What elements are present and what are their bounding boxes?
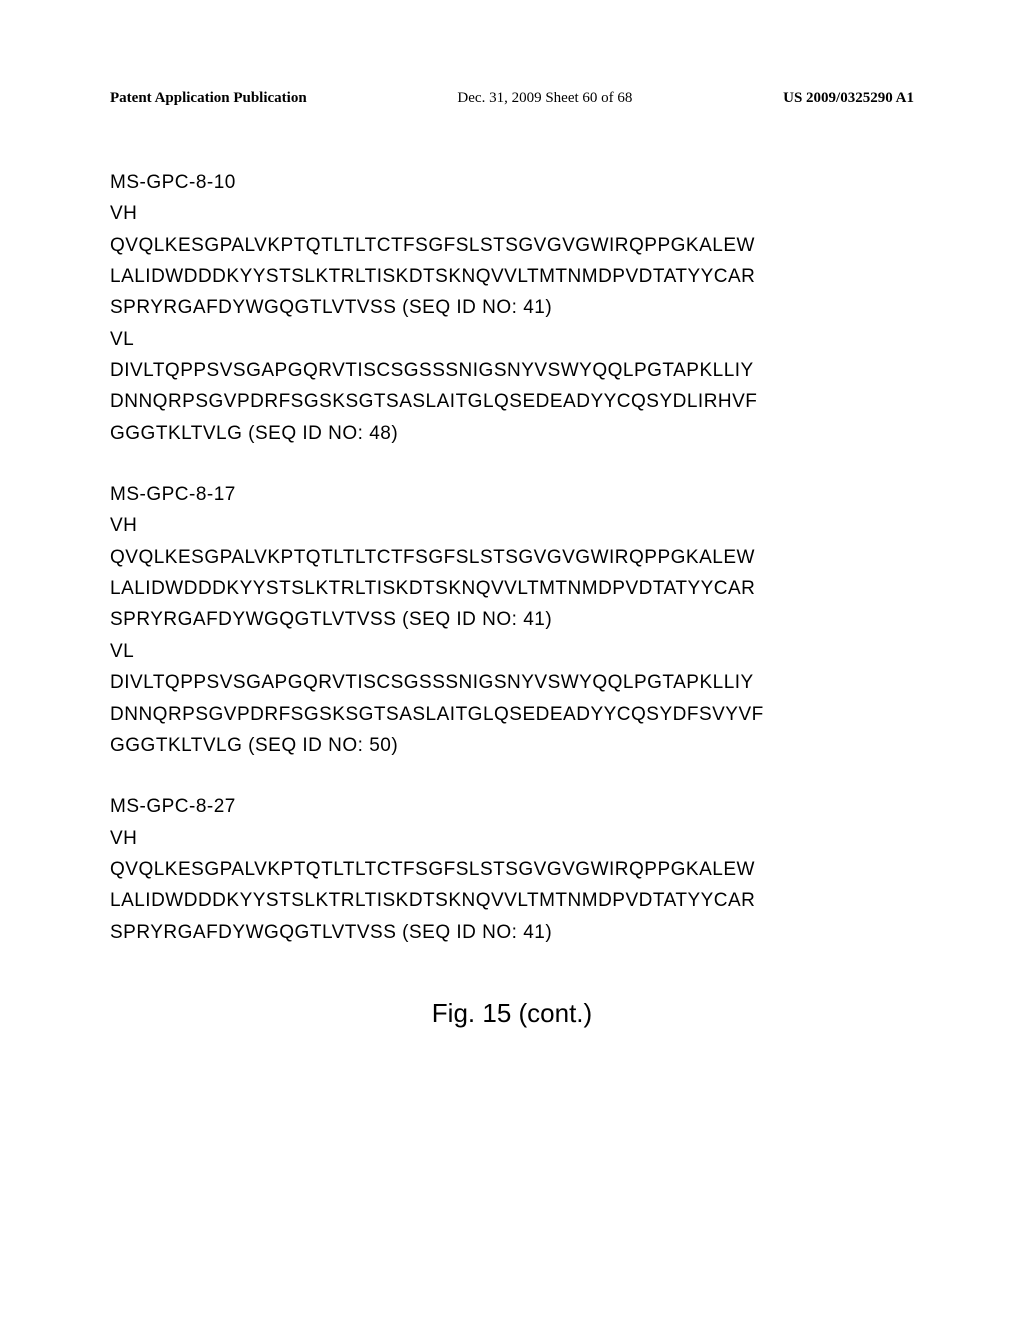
header-date-sheet: Dec. 31, 2009 Sheet 60 of 68: [457, 90, 632, 107]
sequence-line: DIVLTQPPSVSGAPGQRVTISCSGSSSNIGSNYVSWYQQL…: [110, 667, 914, 698]
chain-label: VL: [110, 324, 914, 355]
sequence-line: DNNQRPSGVPDRFSGSKSGTSASLAITGLQSEDEADYYCQ…: [110, 699, 914, 730]
chain-label: VH: [110, 823, 914, 854]
sequence-section: MS-GPC-8-17 VH QVQLKESGPALVKPTQTLTLTCTFS…: [110, 479, 914, 761]
sequence-line: SPRYRGAFDYWGQGTLVTVSS (SEQ ID NO: 41): [110, 604, 914, 635]
sequence-line: DIVLTQPPSVSGAPGQRVTISCSGSSSNIGSNYVSWYQQL…: [110, 355, 914, 386]
chain-label: VH: [110, 198, 914, 229]
section-title: MS-GPC-8-10: [110, 167, 914, 198]
figure-caption: Fig. 15 (cont.): [110, 998, 914, 1029]
section-title: MS-GPC-8-17: [110, 479, 914, 510]
sequence-line: QVQLKESGPALVKPTQTLTLTCTFSGFSLSTSGVGVGWIR…: [110, 854, 914, 885]
section-title: MS-GPC-8-27: [110, 791, 914, 822]
sequence-line: GGGTKLTVLG (SEQ ID NO: 50): [110, 730, 914, 761]
sequence-section: MS-GPC-8-27 VH QVQLKESGPALVKPTQTLTLTCTFS…: [110, 791, 914, 948]
sequence-line: DNNQRPSGVPDRFSGSKSGTSASLAITGLQSEDEADYYCQ…: [110, 386, 914, 417]
sequence-line: QVQLKESGPALVKPTQTLTLTCTFSGFSLSTSGVGVGWIR…: [110, 230, 914, 261]
sequence-content: MS-GPC-8-10 VH QVQLKESGPALVKPTQTLTLTCTFS…: [110, 167, 914, 948]
sequence-line: LALIDWDDDKYYSTSLKTRLTISKDTSKNQVVLTMTNMDP…: [110, 573, 914, 604]
sequence-line: SPRYRGAFDYWGQGTLVTVSS (SEQ ID NO: 41): [110, 292, 914, 323]
sequence-line: QVQLKESGPALVKPTQTLTLTCTFSGFSLSTSGVGVGWIR…: [110, 542, 914, 573]
sequence-line: SPRYRGAFDYWGQGTLVTVSS (SEQ ID NO: 41): [110, 917, 914, 948]
sequence-line: GGGTKLTVLG (SEQ ID NO: 48): [110, 418, 914, 449]
header-patent-number: US 2009/0325290 A1: [783, 90, 914, 107]
chain-label: VL: [110, 636, 914, 667]
sequence-line: LALIDWDDDKYYSTSLKTRLTISKDTSKNQVVLTMTNMDP…: [110, 885, 914, 916]
chain-label: VH: [110, 510, 914, 541]
header-publication: Patent Application Publication: [110, 90, 307, 107]
sequence-line: LALIDWDDDKYYSTSLKTRLTISKDTSKNQVVLTMTNMDP…: [110, 261, 914, 292]
sequence-section: MS-GPC-8-10 VH QVQLKESGPALVKPTQTLTLTCTFS…: [110, 167, 914, 449]
page-header: Patent Application Publication Dec. 31, …: [110, 90, 914, 107]
